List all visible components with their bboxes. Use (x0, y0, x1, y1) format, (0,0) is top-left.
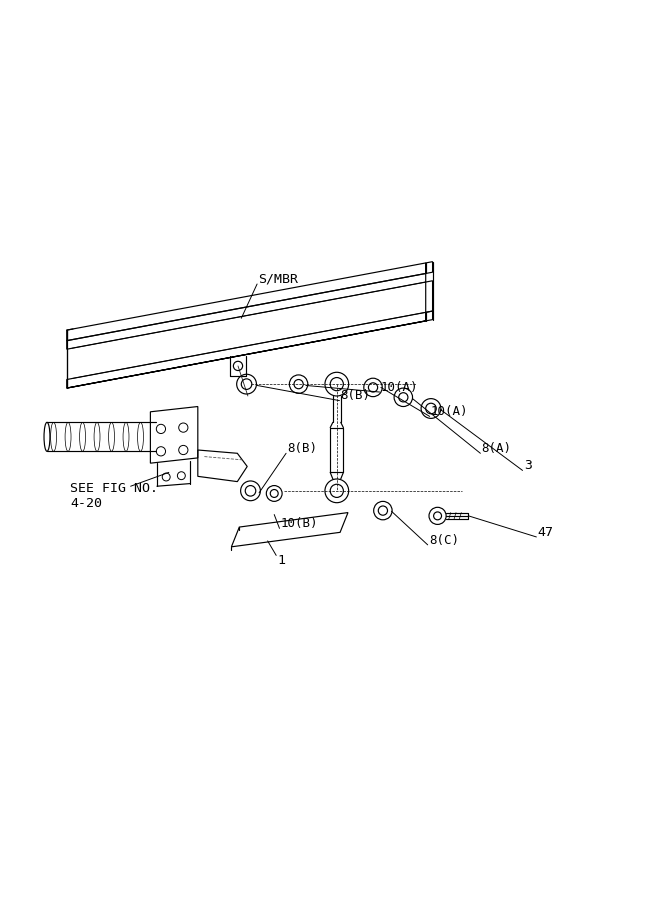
Text: SEE FIG NO.
4-20: SEE FIG NO. 4-20 (70, 482, 158, 510)
Text: 10(A): 10(A) (431, 405, 468, 418)
Text: 47: 47 (538, 526, 554, 539)
Text: 8(B): 8(B) (340, 390, 370, 402)
Text: S/MBR: S/MBR (257, 272, 297, 285)
Text: 8(C): 8(C) (429, 534, 459, 546)
Text: 8(B): 8(B) (287, 442, 317, 455)
Text: 10(A): 10(A) (381, 381, 418, 394)
Text: 10(B): 10(B) (281, 518, 318, 530)
Text: 3: 3 (524, 459, 532, 472)
Text: 1: 1 (277, 554, 285, 567)
Text: 8(A): 8(A) (482, 442, 512, 455)
